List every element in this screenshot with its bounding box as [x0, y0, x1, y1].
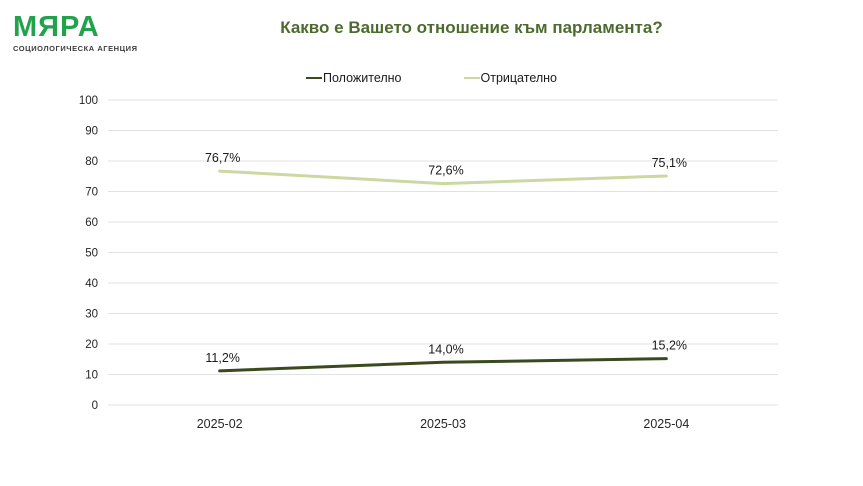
- legend-label: Отрицателно: [480, 71, 558, 85]
- y-axis-tick-label: 40: [85, 278, 98, 290]
- chart-legend: Положително Отрицателно: [0, 71, 863, 85]
- x-axis-tick-label: 2025-04: [643, 417, 689, 431]
- legend-item: Положително: [305, 71, 402, 85]
- x-axis-tick-label: 2025-02: [197, 417, 243, 431]
- series-line: [218, 357, 668, 373]
- line-chart: 0 10 20 30 40 50 60 70 80 90 100 2025-02 2025-03 2025…: [79, 95, 778, 431]
- y-axis-tick-label: 90: [85, 126, 98, 138]
- y-axis-tick-label: 10: [85, 370, 98, 382]
- y-axis-tick-label: 70: [85, 187, 98, 199]
- y-axis-tick-label: 30: [85, 309, 98, 321]
- data-label: 15,2%: [652, 339, 687, 353]
- legend-marker-icon: [305, 76, 322, 80]
- y-axis-tick-label: 60: [85, 217, 98, 229]
- series-line: [218, 169, 668, 186]
- y-axis-tick-label: 100: [79, 95, 98, 107]
- x-axis-tick-label: 2025-03: [420, 417, 466, 431]
- logo-wordmark: МЯРА: [13, 11, 100, 43]
- data-label: 11,2%: [205, 351, 240, 365]
- chart-title: Какво е Вашето отношение към парламента?: [280, 18, 663, 37]
- logo-tagline: СОЦИОЛОГИЧЕСКА АГЕНЦИЯ: [13, 44, 138, 53]
- legend-item: Отрицателно: [463, 71, 558, 85]
- legend-label: Положително: [322, 71, 402, 85]
- y-axis-tick-label: 80: [85, 156, 98, 168]
- y-axis-tick-label: 0: [92, 400, 98, 412]
- y-axis-tick-label: 20: [85, 339, 98, 351]
- data-label: 75,1%: [652, 156, 687, 170]
- data-label: 72,6%: [428, 164, 463, 178]
- data-label: 14,0%: [428, 342, 463, 356]
- agency-logo: МЯРА СОЦИОЛОГИЧЕСКА АГЕНЦИЯ: [13, 11, 163, 54]
- data-label: 76,7%: [205, 151, 240, 165]
- legend-marker-icon: [463, 76, 480, 80]
- y-axis-tick-label: 50: [85, 248, 98, 260]
